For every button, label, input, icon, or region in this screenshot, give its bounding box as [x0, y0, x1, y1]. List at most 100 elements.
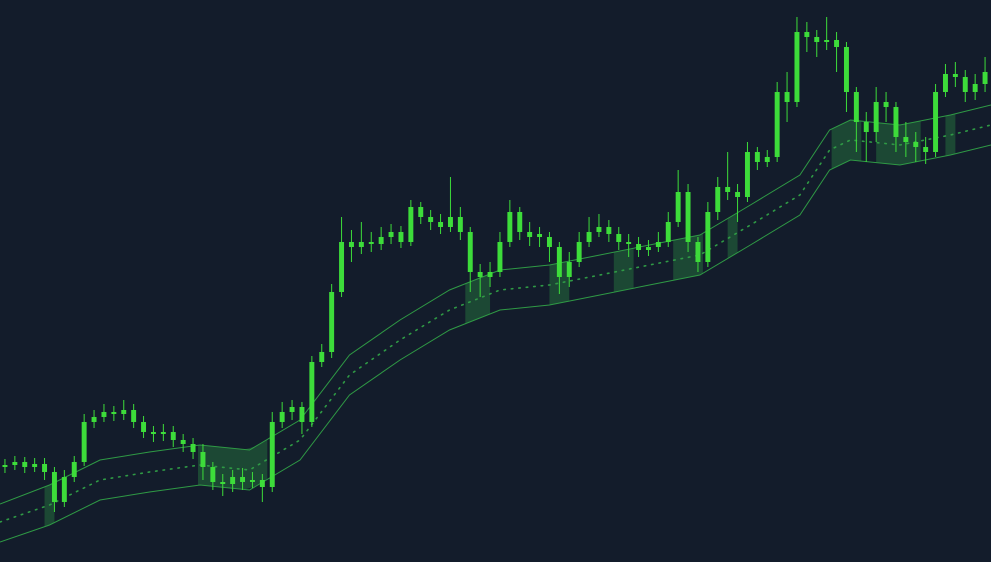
candle-body — [764, 157, 770, 162]
candle-body — [626, 242, 632, 244]
candle-body — [903, 137, 909, 142]
candle-body — [972, 84, 978, 92]
candle-body — [517, 212, 523, 232]
candle-body — [210, 467, 216, 482]
candle-body — [12, 462, 18, 465]
candle-body — [566, 262, 572, 277]
candle-body — [824, 40, 830, 42]
candle-body — [606, 227, 612, 234]
candle-body — [952, 74, 958, 77]
candle-body — [81, 422, 87, 462]
candle-body — [586, 232, 592, 242]
band-zone — [831, 120, 862, 170]
candle-body — [665, 222, 671, 242]
candle-body — [319, 352, 325, 362]
candle-body — [121, 410, 127, 414]
candle-body — [873, 102, 879, 132]
candle-body — [71, 462, 77, 477]
candle-body — [141, 422, 147, 432]
candle-body — [61, 477, 67, 502]
band-middle — [0, 124, 991, 523]
candle-body — [329, 292, 335, 352]
candle-body — [418, 207, 424, 217]
candle-body — [408, 207, 414, 242]
candle-body — [576, 242, 582, 262]
candle-body — [200, 452, 206, 467]
candle-body — [705, 212, 711, 262]
candle-body — [230, 477, 236, 484]
candle-body — [428, 217, 434, 222]
candle-body — [645, 247, 651, 250]
candle-body — [111, 412, 117, 414]
candle-body — [804, 32, 810, 37]
candle-body — [447, 217, 453, 227]
band-zone — [876, 120, 921, 165]
candle-body — [398, 232, 404, 242]
candle-body — [101, 412, 107, 417]
candle-body — [259, 480, 265, 487]
candle-body — [220, 482, 226, 484]
candle-body — [794, 32, 800, 102]
candle-body — [675, 192, 681, 222]
candle-body — [477, 272, 483, 277]
candle-body — [834, 40, 840, 47]
candle-body — [339, 242, 345, 292]
candle-body — [942, 74, 948, 92]
candle-body — [655, 242, 661, 247]
candle-body — [814, 37, 820, 42]
candle-body — [863, 122, 869, 132]
candle-body — [240, 477, 246, 482]
candle-body — [556, 247, 562, 277]
candle-body — [546, 237, 552, 247]
candle-body — [438, 222, 444, 227]
candle-body — [982, 72, 988, 84]
candle-body — [269, 422, 275, 487]
band-lower — [0, 144, 991, 543]
candle-body — [923, 147, 929, 152]
candle-body — [754, 152, 760, 162]
candle-body — [774, 92, 780, 157]
candle-body — [695, 242, 701, 262]
candle-body — [22, 462, 28, 467]
candle-body — [170, 432, 176, 440]
candle-body — [32, 464, 38, 467]
candle-body — [91, 417, 97, 422]
candle-body — [42, 464, 48, 472]
candle-body — [497, 242, 503, 272]
candle-body — [616, 234, 622, 242]
candle-body — [388, 232, 394, 237]
candle-body — [784, 92, 790, 102]
candle-body — [715, 187, 721, 212]
candle-body — [249, 480, 255, 482]
candle-body — [279, 412, 285, 422]
candle-body — [913, 142, 919, 147]
candle-body — [378, 237, 384, 244]
candle-body — [457, 217, 463, 232]
candle-body — [289, 407, 295, 412]
candle-body — [131, 410, 137, 422]
candle-body — [596, 227, 602, 232]
candle-body — [467, 232, 473, 272]
candle-body — [744, 152, 750, 197]
band-zone — [945, 113, 956, 156]
candle-body — [507, 212, 513, 242]
candle-body — [51, 472, 57, 502]
candle-body — [893, 107, 899, 137]
candle-body — [853, 92, 859, 122]
band-zone — [727, 212, 738, 259]
candle-body — [636, 244, 642, 250]
candle-body — [2, 465, 8, 467]
candle-body — [160, 432, 166, 434]
candle-body — [685, 192, 691, 242]
candle-body — [150, 432, 156, 434]
candle-body — [883, 102, 889, 107]
candle-body — [180, 440, 186, 444]
candle-body — [933, 92, 939, 152]
candle-body — [843, 47, 849, 92]
candle-body — [735, 192, 741, 197]
band-upper — [0, 104, 991, 505]
band-zone — [198, 439, 268, 490]
candle-body — [190, 444, 196, 452]
